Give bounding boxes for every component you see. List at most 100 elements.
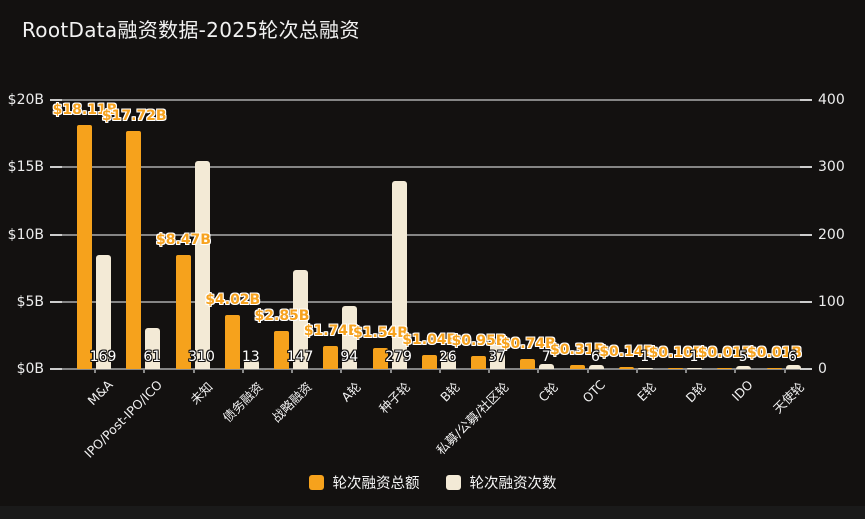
deal-count-bar[interactable]: [637, 368, 653, 369]
x-axis-tick: [537, 369, 540, 373]
chart-title: RootData融资数据-2025轮次总融资: [22, 18, 360, 42]
x-axis-label: 天使轮: [770, 379, 808, 417]
total-amount-bar[interactable]: [77, 125, 92, 369]
count-label: 1: [640, 349, 650, 365]
value-label: $8.47B: [156, 232, 211, 249]
legend-swatch: [445, 475, 461, 490]
deal-count-bar[interactable]: [243, 360, 259, 369]
bar-group: $0.31B 6 OTC: [550, 100, 610, 406]
value-label: $0.74B: [500, 336, 556, 352]
count-label: 61: [143, 349, 162, 365]
bottom-strip: [0, 506, 865, 519]
bar-group: $8.47B 310 未知: [156, 100, 216, 407]
legend-label: 轮次融资次数: [469, 476, 557, 492]
x-axis-tick: [488, 369, 490, 373]
deal-count-bar[interactable]: [145, 328, 161, 369]
deal-count-bar[interactable]: [687, 368, 702, 369]
x-axis-tick: [291, 369, 293, 373]
total-amount-bar[interactable]: [372, 348, 388, 369]
gridline: [50, 99, 812, 101]
deal-count-bar[interactable]: [736, 365, 752, 369]
total-amount-bar[interactable]: [175, 255, 191, 369]
total-amount-bar[interactable]: [520, 359, 536, 369]
bar-pair: [711, 365, 757, 369]
total-amount-bar[interactable]: [421, 355, 437, 369]
total-amount-bar[interactable]: [126, 130, 142, 369]
count-label: 6: [591, 349, 600, 365]
total-amount-bar[interactable]: [618, 367, 634, 369]
x-axis-tick: [94, 369, 96, 373]
bar-pair: [465, 344, 511, 369]
x-axis-label: E轮: [634, 379, 660, 405]
x-axis-tick: [685, 369, 687, 373]
value-label: $4.02B: [205, 291, 261, 308]
deal-count-bar[interactable]: [785, 365, 801, 369]
total-amount-bar[interactable]: [323, 345, 339, 369]
deal-count-bar[interactable]: [391, 181, 407, 369]
y-axis-right-label: 100: [818, 293, 845, 310]
count-label: 26: [438, 349, 457, 365]
total-amount-bar[interactable]: [224, 314, 240, 369]
x-axis-label: 债务融资: [219, 379, 266, 426]
bar-pair: [219, 314, 265, 369]
value-label: $1.74B: [303, 322, 359, 339]
deal-count-bar[interactable]: [440, 351, 456, 369]
bar-group: $18.11B 169 M&A: [53, 100, 118, 408]
total-amount-bar[interactable]: [766, 368, 782, 369]
deal-count-bar[interactable]: [342, 305, 358, 369]
x-axis-tick: [734, 369, 737, 373]
x-axis-tick: [241, 369, 244, 373]
deal-count-bar[interactable]: [293, 270, 308, 369]
deal-count-bar[interactable]: [96, 255, 111, 369]
bar-pair: [662, 367, 708, 369]
total-amount-bar[interactable]: [717, 368, 733, 369]
x-axis-label: 战略融资: [268, 379, 315, 426]
count-label: 147: [286, 349, 314, 365]
deal-count-bar[interactable]: [194, 160, 210, 369]
bar-group: $17.72B 61 IPO/Post-IPO/ICO: [81, 100, 167, 461]
bar-pair: [761, 365, 807, 369]
total-amount-bar[interactable]: [569, 364, 585, 369]
value-label: $0.14B: [599, 344, 655, 361]
count-label: 310: [188, 349, 215, 365]
deal-count-bar[interactable]: [490, 344, 505, 369]
x-axis-tick: [438, 369, 441, 373]
bar-pair: [367, 181, 413, 369]
deal-count-bar[interactable]: [539, 364, 555, 369]
value-label: $18.11B: [52, 102, 118, 119]
legend-item-total[interactable]: 轮次融资总额: [308, 472, 420, 493]
plot-area: $0B 0 $5B 100 $10B 200 $15B 300 $20B 400 $18.11B 16…: [8, 92, 845, 461]
x-axis-tick: [389, 369, 392, 373]
x-axis-label: A轮: [338, 379, 364, 405]
x-axis-tick: [143, 369, 146, 373]
bar-pair: [120, 130, 166, 369]
x-axis-label: 未知: [187, 379, 217, 408]
bar-group: $0.74B 7 C轮: [501, 100, 561, 405]
bar-group: $0.14B 1 E轮: [599, 100, 659, 404]
value-label: $0.01B: [697, 345, 753, 361]
total-amount-bar[interactable]: [668, 367, 683, 369]
count-label: 7: [541, 349, 551, 365]
bar-group: $2.85B 147 战略融资: [255, 100, 315, 425]
legend-swatch: [308, 475, 324, 490]
total-amount-bar[interactable]: [274, 330, 289, 369]
x-axis-tick: [783, 369, 786, 373]
x-axis-label: M&A: [84, 377, 116, 409]
bar-pair: [170, 160, 216, 369]
y-axis-right-label: 400: [818, 92, 845, 108]
count-label: 13: [241, 349, 260, 365]
total-amount-bar[interactable]: [471, 356, 486, 369]
x-axis-label: B轮: [436, 379, 463, 405]
legend: 轮次融资总额 轮次融资次数: [0, 472, 865, 493]
bar-pair: [416, 351, 462, 369]
count-label: 37: [488, 349, 506, 365]
bar-group: $0.01B 6 天使轮: [747, 100, 807, 416]
y-axis-left-label: $20B: [7, 92, 44, 108]
bar-group: $1.74B 94 A轮: [304, 100, 364, 405]
x-axis-label: 种子轮: [376, 379, 414, 417]
value-label: $0.31B: [550, 341, 605, 358]
legend-item-count[interactable]: 轮次融资次数: [445, 472, 557, 493]
deal-count-bar[interactable]: [588, 365, 604, 369]
y-axis-right-label: 300: [818, 159, 845, 176]
x-axis-label: C轮: [535, 379, 561, 405]
